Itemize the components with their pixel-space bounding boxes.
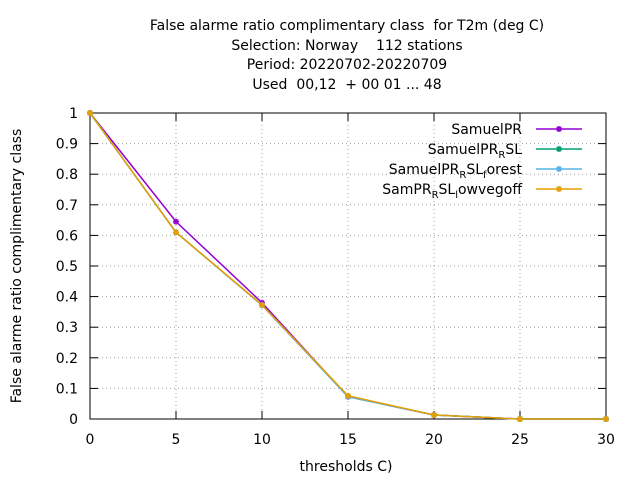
title-line-1: False alarme ratio complimentary class f… [149,18,545,34]
series-lines [87,110,609,422]
y-tick-label: 0.6 [56,228,78,244]
title-line-2: Selection: Norway 112 stations [231,37,463,54]
x-tick-label: 20 [425,432,443,448]
y-tick-label: 0.2 [56,351,78,367]
title-line-4: Used 00,12 + 00 01 ... 48 [252,76,442,93]
data-point [603,416,609,422]
legend-label-part: R [459,170,466,181]
legend-label-part: SL [439,182,456,198]
legend-label-part: f [483,170,487,181]
x-axis-label: thresholds C) [300,459,393,475]
y-tick-label: 0.8 [56,167,78,183]
y-tick-label: 0 [69,412,78,428]
x-tick-label: 10 [253,432,271,448]
legend-label: SamuelPRRSL [428,142,522,161]
legend-marker [556,166,562,172]
data-point [173,229,179,236]
legend-label-part: R [432,190,439,201]
legend-item: SamuelPRRSLforest [389,162,582,181]
legend-label-part: owvegoff [458,182,522,198]
legend-label-part: SamuelPR [389,162,460,178]
y-tick-label: 0.4 [56,290,78,306]
y-tick-label: 0.5 [56,259,78,275]
data-point [517,416,523,422]
legend-label-part: orest [487,162,523,178]
y-tick-label: 1 [69,106,78,122]
data-point [87,110,93,116]
data-point [431,412,437,419]
legend-label-part: SL [505,142,522,158]
x-tick-label: 0 [86,432,95,448]
data-point [259,301,265,308]
legend-label-part: R [498,150,505,161]
legend-label-part: SamPR [382,182,432,198]
legend-label: SamuelPR [451,122,522,138]
legend-marker [556,126,562,132]
x-tick-label: 30 [597,432,615,448]
legend-label-part: SL [466,162,483,178]
chart-title: False alarme ratio complimentary class f… [0,17,640,95]
legend-marker [556,146,562,152]
y-tick-label: 0.9 [56,137,78,153]
x-tick-label: 15 [339,432,357,448]
legend: SamuelPRSamuelPRRSLSamuelPRRSLforestSamP… [382,122,582,201]
legend-item: SamuelPRRSL [428,142,582,161]
y-tick-label: 0.3 [56,320,78,336]
data-point [173,218,179,225]
legend-marker [556,186,562,192]
x-tick-label: 5 [172,432,181,448]
title-line-3: Period: 20220702-20220709 [246,57,448,73]
legend-label-part: SamuelPR [428,142,499,158]
legend-item: SamuelPR [451,122,582,138]
y-tick-label: 0.1 [56,381,78,397]
data-point [345,392,351,399]
y-tick-label: 0.7 [56,198,78,214]
legend-label-part: l [455,190,458,201]
y-axis-label: False alarme ratio complimentary class [9,129,25,404]
legend-label: SamPRRSLlowvegoff [382,182,522,201]
legend-label-part: SamuelPR [451,122,522,138]
series-3 [87,110,609,422]
legend-item: SamPRRSLlowvegoff [382,182,582,201]
grid [90,113,606,419]
axis-ticks: 00.10.20.30.40.50.60.70.80.910 5 10 15 20 25 3… [56,106,615,448]
legend-label: SamuelPRRSLforest [389,162,523,181]
x-tick-label: 25 [511,432,529,448]
